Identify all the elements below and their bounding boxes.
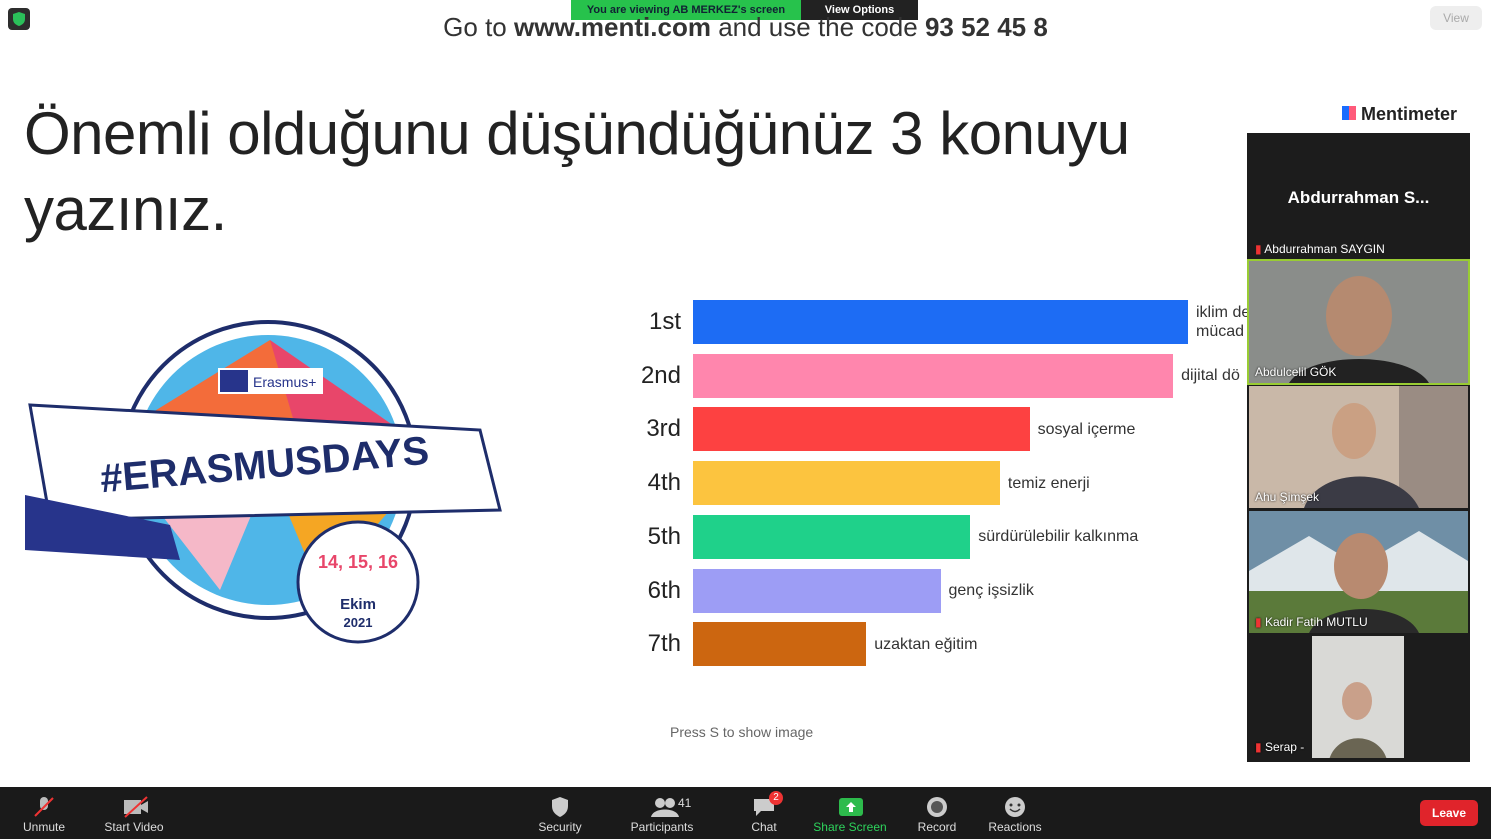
bar-label: uzaktan eğitim	[874, 635, 978, 653]
menti-url: www.menti.com	[514, 12, 711, 42]
tile-name: Ahu Şimşek	[1255, 490, 1320, 504]
shield-icon	[552, 797, 568, 817]
chat-button[interactable]: 2 Chat	[714, 787, 814, 839]
chat-icon	[754, 799, 774, 816]
tile-name: ▮ Serap -	[1255, 740, 1305, 754]
reactions-button[interactable]: Reactions	[965, 787, 1065, 839]
bar	[693, 407, 1030, 452]
bar-label: dijital dö	[1181, 367, 1240, 385]
rank-label: 7th	[647, 630, 681, 658]
bar-label: genç işsizlik	[948, 582, 1034, 599]
share-screen-button[interactable]: Share Screen	[800, 787, 900, 839]
leave-button[interactable]: Leave	[1420, 800, 1478, 826]
instruction: Go to www.menti.com and use the code 93 …	[0, 12, 1491, 43]
participants-button[interactable]: 41 Participants	[612, 787, 712, 839]
start-video-button[interactable]: Start Video	[84, 787, 184, 839]
brand-text: Mentimeter	[1361, 104, 1458, 124]
ranking-chart: 1st iklim de mücad 2nd dijital dö 3rd sosyal i…	[640, 300, 1251, 667]
hint: Press S to show image	[670, 724, 814, 740]
people-icon	[651, 798, 679, 817]
rank-label: 3rd	[646, 415, 681, 443]
label: Record	[917, 820, 957, 834]
instruction-text: Go to	[443, 12, 507, 42]
video-tile[interactable]: Abdulcelil GÖK	[1247, 259, 1470, 385]
video-tile[interactable]: ▮ Serap -	[1249, 636, 1468, 758]
person	[1249, 531, 1468, 633]
logo-year: 2021	[344, 615, 373, 630]
slide-clip: You are viewing AB MERKEZ's screen View …	[0, 0, 1491, 762]
person	[1304, 386, 1468, 508]
rank-label: 6th	[647, 576, 681, 604]
name: Serap -	[1264, 740, 1305, 754]
view-options[interactable]: View Options	[801, 0, 918, 20]
menti-code: 93 52 45 8	[924, 12, 1048, 42]
brand-icon	[1342, 106, 1356, 120]
person	[1289, 276, 1429, 383]
smile-icon	[1005, 797, 1025, 817]
label: Chat	[751, 820, 777, 834]
bar-label: mücad	[1196, 323, 1245, 340]
tile-name: ▮ Abdurrahman SAYGIN	[1255, 242, 1385, 256]
record-icon	[927, 797, 947, 817]
label: Reactions	[988, 820, 1042, 834]
rank-label: 5th	[647, 522, 681, 550]
unmute-button[interactable]: Unmute	[0, 787, 94, 839]
chat-badge: 2	[769, 791, 783, 805]
share-icon	[839, 798, 863, 816]
record-button[interactable]: Record	[887, 787, 987, 839]
bar	[693, 568, 941, 613]
instruction-text: and use the code	[718, 12, 918, 42]
shield-icon[interactable]	[8, 8, 30, 30]
view-button[interactable]: View	[1430, 6, 1482, 30]
bar	[693, 353, 1174, 398]
shield	[13, 12, 25, 26]
rank-label: 2nd	[640, 361, 681, 389]
question-line: Önemli olduğunu düşündüğünüz 3 konuyu	[24, 100, 1130, 167]
logo-dates: 14, 15, 16	[318, 552, 398, 572]
label: Security	[538, 820, 582, 834]
label: Unmute	[22, 820, 66, 834]
video-icon	[124, 796, 148, 818]
bar-label: sürdürülebilir kalkınma	[978, 528, 1139, 546]
bar	[693, 622, 867, 667]
mic-icon	[34, 797, 54, 817]
logo-month: Ekim	[340, 596, 376, 613]
video-tile[interactable]: Ahu Şimşek	[1249, 386, 1468, 508]
participant-count: 41	[678, 796, 692, 810]
bar	[693, 514, 971, 559]
bar-label: iklim de	[1196, 304, 1251, 321]
bar-label: temiz enerji	[1007, 474, 1090, 492]
label: Participants	[630, 820, 694, 834]
question-line: yazınız.	[24, 176, 227, 243]
name: Kadir Fatih MUTLU	[1264, 615, 1368, 629]
logo-program: Erasmus+	[253, 374, 316, 390]
speaker-name: Abdurrahman S...	[1287, 188, 1430, 207]
toolbar	[0, 787, 1491, 839]
label: Start Video	[104, 820, 164, 834]
bar	[693, 461, 1000, 506]
mentimeter-brand: Mentimeter	[1342, 104, 1457, 125]
rank-label: 1st	[648, 308, 681, 335]
bar	[693, 300, 1188, 344]
tile-name: Abdulcelil GÖK	[1255, 365, 1337, 379]
person	[1312, 636, 1404, 758]
viewing-banner: You are viewing AB MERKEZ's screen	[571, 0, 801, 20]
label: Share Screen	[813, 820, 887, 834]
question-title: Önemli olduğunu düşündüğünüz 3 konuyu ya…	[24, 96, 1130, 248]
security-button[interactable]: Security	[510, 787, 610, 839]
name: Abdurrahman SAYGIN	[1264, 242, 1385, 256]
rank-label: 4th	[647, 469, 681, 497]
video-tile[interactable]: ▮ Kadir Fatih MUTLU	[1249, 511, 1468, 633]
erasmus-logo: Erasmus+ #ERASMUSDAYS 14, 15, 16 Ekim 20…	[25, 320, 502, 644]
bar-label: sosyal içerme	[1037, 420, 1136, 438]
tile-name: ▮ Kadir Fatih MUTLU	[1255, 615, 1368, 629]
